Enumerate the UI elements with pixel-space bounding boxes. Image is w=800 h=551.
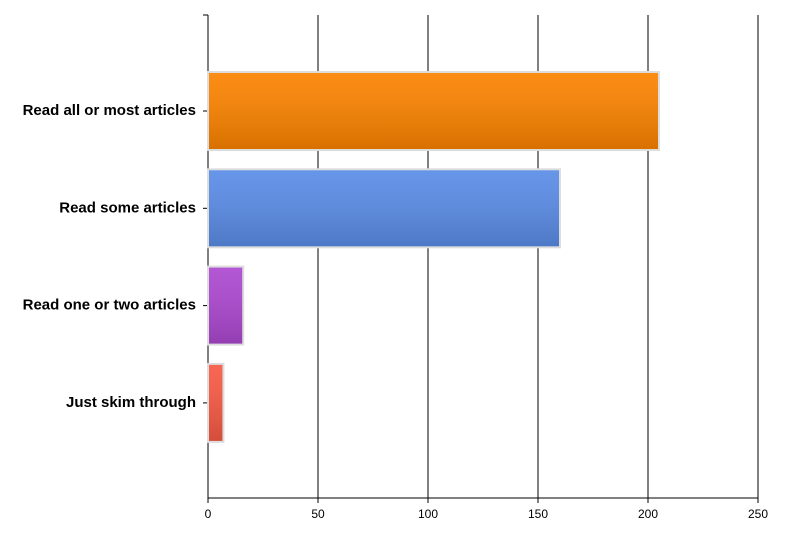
- x-tick-label: 250: [748, 507, 768, 521]
- bar: [207, 71, 660, 151]
- y-tick-label: Read one or two articles: [23, 297, 196, 314]
- y-tick-label: Read some articles: [59, 199, 196, 216]
- bar: [207, 362, 225, 443]
- x-tick-label: 200: [638, 507, 658, 521]
- x-tick-label: 50: [311, 507, 325, 521]
- x-tick-label: 0: [205, 507, 212, 521]
- bar: [207, 265, 245, 346]
- x-tick-label: 150: [528, 507, 548, 521]
- y-tick-label: Read all or most articles: [23, 102, 196, 119]
- x-tick-label: 100: [418, 507, 438, 521]
- y-tick-label: Just skim through: [66, 394, 196, 411]
- bar: [207, 168, 561, 249]
